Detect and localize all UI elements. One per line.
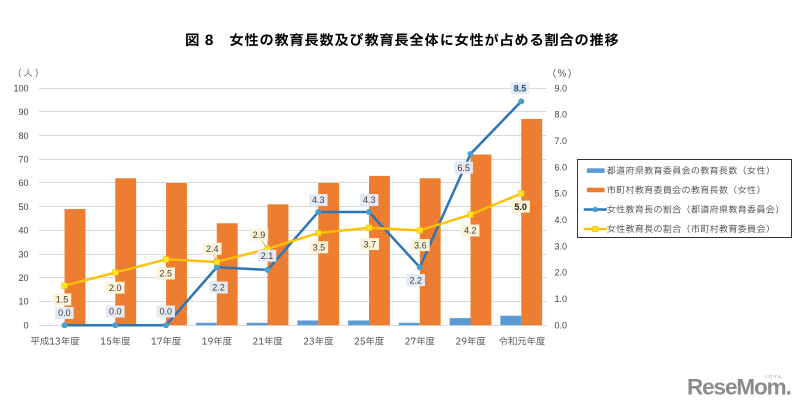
svg-text:50: 50 (18, 202, 28, 212)
svg-text:ReseMom.: ReseMom. (687, 375, 791, 400)
svg-text:7.0: 7.0 (555, 136, 568, 146)
svg-text:3.0: 3.0 (555, 241, 568, 251)
svg-text:4.3: 4.3 (312, 195, 325, 205)
svg-text:4.3: 4.3 (363, 195, 376, 205)
svg-text:2.0: 2.0 (109, 283, 122, 293)
svg-text:80: 80 (18, 131, 28, 141)
svg-text:8.5: 8.5 (514, 83, 527, 93)
svg-text:30: 30 (18, 249, 28, 259)
svg-text:4.2: 4.2 (464, 226, 477, 236)
svg-text:5.0: 5.0 (555, 189, 568, 199)
svg-text:2.1: 2.1 (261, 251, 274, 261)
svg-text:0.0: 0.0 (58, 308, 71, 318)
svg-text:3.6: 3.6 (414, 240, 427, 250)
svg-text:4.0: 4.0 (555, 215, 568, 225)
svg-text:3.7: 3.7 (363, 239, 376, 249)
svg-text:2.2: 2.2 (409, 275, 422, 285)
svg-text:0: 0 (23, 320, 28, 330)
svg-text:2.9: 2.9 (253, 230, 266, 240)
svg-text:90: 90 (18, 107, 28, 117)
svg-text:70: 70 (18, 154, 28, 164)
svg-text:9.0: 9.0 (555, 83, 568, 93)
svg-text:8.0: 8.0 (555, 110, 568, 120)
svg-text:60: 60 (18, 178, 28, 188)
svg-text:3.5: 3.5 (313, 243, 326, 253)
svg-text:100: 100 (13, 83, 28, 93)
svg-text:2.4: 2.4 (206, 244, 219, 254)
svg-text:2.5: 2.5 (159, 269, 172, 279)
svg-text:6.5: 6.5 (457, 163, 470, 173)
svg-text:6.0: 6.0 (555, 162, 568, 172)
svg-text:2.2: 2.2 (212, 283, 225, 293)
svg-text:10: 10 (18, 297, 28, 307)
svg-text:5.0: 5.0 (514, 202, 527, 212)
svg-text:20: 20 (18, 273, 28, 283)
svg-text:0.0: 0.0 (159, 307, 172, 317)
svg-text:1.0: 1.0 (555, 294, 568, 304)
svg-text:40: 40 (18, 226, 28, 236)
svg-text:0.0: 0.0 (109, 307, 122, 317)
svg-text:2.0: 2.0 (555, 268, 568, 278)
svg-text:0.0: 0.0 (555, 320, 568, 330)
svg-text:1.5: 1.5 (56, 295, 69, 305)
